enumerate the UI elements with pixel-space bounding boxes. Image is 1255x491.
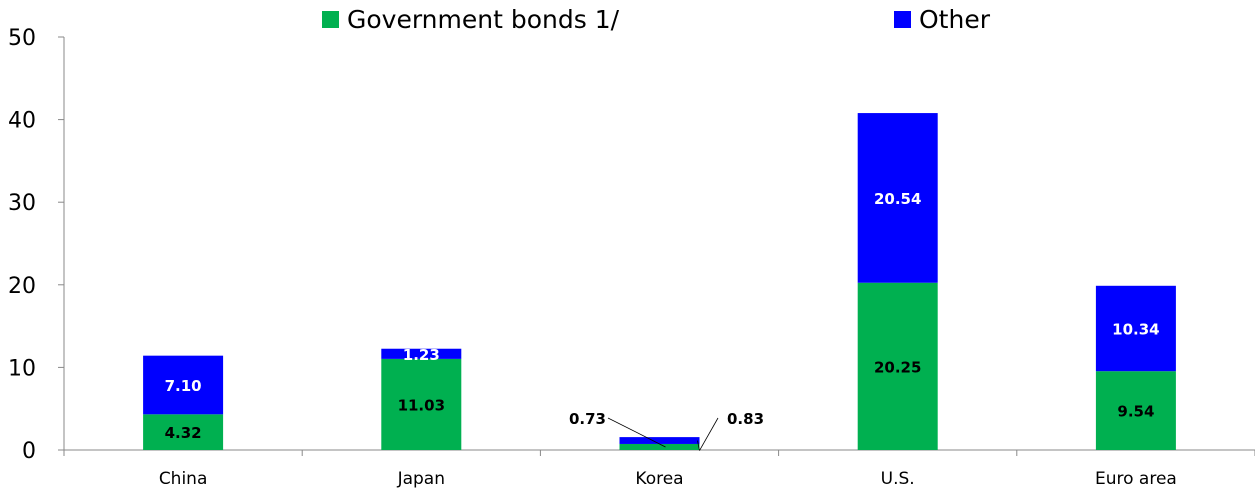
data-labels: 4.32 7.10 11.03 1.23 0.73 0.83 20.25 20.54 9.54 1… xyxy=(165,190,1160,451)
bar-segment-government-bonds xyxy=(143,414,224,450)
legend-swatch-other xyxy=(894,11,911,28)
data-label: 0.73 xyxy=(569,410,606,428)
data-label: 20.25 xyxy=(874,358,921,376)
y-tick-label: 10 xyxy=(8,356,36,381)
bar-segment-government-bonds xyxy=(619,443,700,450)
data-label: 4.32 xyxy=(165,424,202,442)
x-tick-label: Euro area xyxy=(1095,469,1177,489)
data-label: 0.83 xyxy=(727,410,764,428)
leader-line xyxy=(699,417,719,451)
bar-segment-other xyxy=(143,355,224,415)
bar-segment-government-bonds xyxy=(1095,371,1176,450)
legend-swatch-government-bonds xyxy=(322,11,339,28)
data-label: 7.10 xyxy=(165,377,202,395)
legend-label-government-bonds: Government bonds 1/ xyxy=(347,5,620,34)
x-tick-label: Japan xyxy=(397,469,445,489)
bar-segment-other xyxy=(381,348,462,359)
axes: 0 10 20 30 40 50 China Japan Korea U.S. Euro area xyxy=(8,26,1255,489)
data-label: 9.54 xyxy=(1117,403,1154,421)
bar-segment-government-bonds xyxy=(381,358,462,450)
data-label: 10.34 xyxy=(1112,320,1159,338)
data-label: 20.54 xyxy=(874,190,921,208)
x-tick-label: China xyxy=(159,469,208,489)
data-label: 11.03 xyxy=(398,396,445,414)
bar-segment-other xyxy=(1095,285,1176,372)
legend: Government bonds 1/ Other xyxy=(322,5,991,34)
legend-label-other: Other xyxy=(919,5,991,34)
y-tick-label: 20 xyxy=(8,274,36,299)
x-tick-label: Korea xyxy=(635,469,683,489)
bar-segment-government-bonds xyxy=(857,282,938,450)
bars xyxy=(143,113,1176,450)
y-tick-label: 50 xyxy=(8,26,36,51)
bar-segment-other xyxy=(857,113,938,283)
y-tick-label: 30 xyxy=(8,191,36,216)
x-tick-label: U.S. xyxy=(881,469,915,489)
leader-line xyxy=(607,417,666,448)
data-label: 1.23 xyxy=(403,346,440,364)
y-tick-label: 40 xyxy=(8,109,36,134)
y-tick-label: 0 xyxy=(22,439,36,464)
leader-line xyxy=(697,440,700,451)
bar-segment-other xyxy=(619,437,700,444)
